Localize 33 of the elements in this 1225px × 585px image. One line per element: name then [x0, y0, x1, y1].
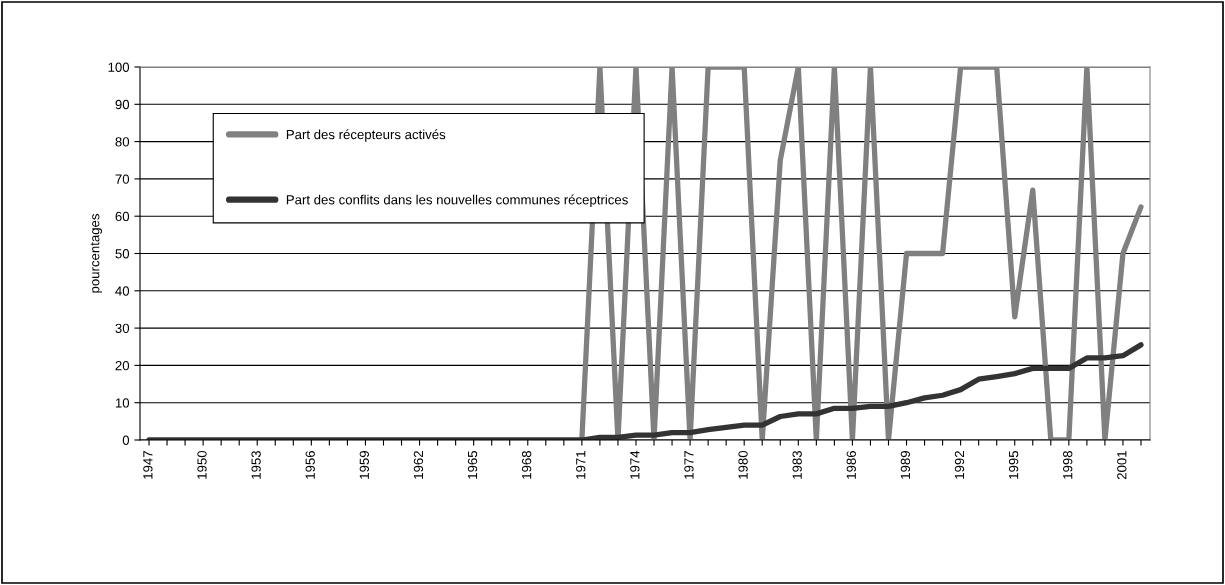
y-tick-label: 50 — [115, 249, 130, 259]
x-tick-label: 1983 — [792, 450, 802, 479]
x-tick-label: 1998 — [1063, 450, 1073, 479]
x-tick-label: 1980 — [738, 450, 748, 479]
x-tick-label: 1953 — [251, 450, 261, 479]
x-tick-label: 1956 — [305, 450, 315, 479]
y-tick-label: 80 — [115, 137, 130, 147]
x-tick-label: 1950 — [197, 450, 207, 479]
x-tick-label: 1947 — [143, 451, 153, 479]
y-tick-label: 0 — [122, 435, 130, 445]
y-tick-label: 90 — [115, 99, 130, 110]
x-tick-label: 1995 — [1008, 450, 1019, 479]
x-tick-label: 1974 — [630, 450, 640, 479]
x-tick-label: 2001 — [1117, 451, 1127, 480]
y-tick-label: 40 — [115, 286, 130, 296]
legend-label: Part des conflits dans les nouvelles communes réceptrices — [286, 194, 628, 208]
x-tick-label: 1959 — [359, 451, 369, 479]
x-tick-label: 1977 — [684, 451, 694, 479]
y-tick-label: 70 — [115, 174, 130, 184]
x-tick-label: 1986 — [846, 450, 856, 479]
y-tick-label: 10 — [115, 398, 130, 408]
y-tick-label: 60 — [115, 211, 130, 222]
legend-label: Part des récepteurs activés — [286, 129, 446, 142]
y-tick-label: 20 — [115, 360, 130, 371]
y-tick-label: 30 — [115, 323, 130, 334]
y-tick-label: 100 — [108, 62, 130, 72]
x-tick-label: 1965 — [467, 450, 478, 479]
x-tick-label: 1968 — [521, 450, 532, 479]
y-axis-title: pourcentages — [90, 213, 103, 293]
x-tick-label: 1992 — [954, 451, 965, 479]
x-tick-label: 1971 — [576, 451, 586, 479]
x-tick-label: 1962 — [413, 451, 424, 479]
x-tick-label: 1989 — [900, 451, 911, 479]
